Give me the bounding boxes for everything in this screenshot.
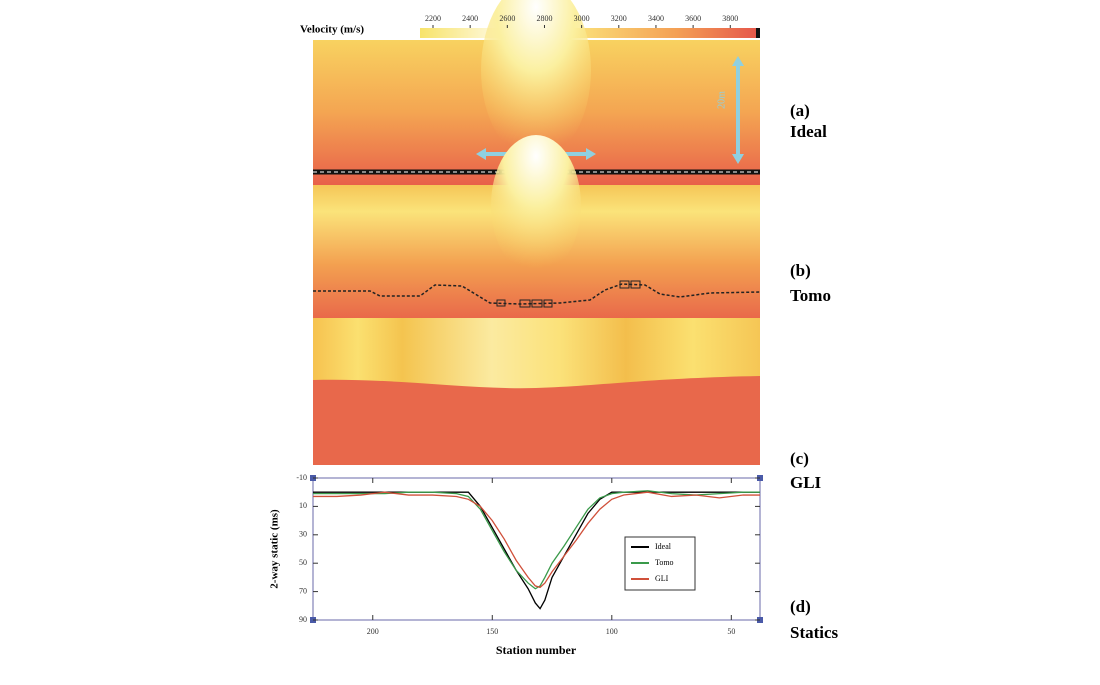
low-velocity-zone bbox=[481, 0, 591, 160]
panel-name: Ideal bbox=[790, 122, 827, 141]
colorbar-tick-label: 2400 bbox=[462, 14, 478, 23]
colorbar-tick-label: 3000 bbox=[574, 14, 590, 23]
series-line bbox=[313, 490, 760, 590]
x-tick-label: 150 bbox=[486, 627, 498, 636]
panel-letter: (d) bbox=[790, 597, 811, 616]
low-velocity-zone bbox=[491, 135, 581, 275]
panel-letter: (b) bbox=[790, 261, 811, 280]
y-tick-label: 90 bbox=[299, 615, 307, 624]
panel-letter: (c) bbox=[790, 449, 809, 468]
panel-name: Tomo bbox=[790, 286, 831, 305]
colorbar-tick-label: 3200 bbox=[611, 14, 627, 23]
colorbar-end bbox=[756, 28, 760, 38]
gli-layer bbox=[313, 376, 760, 465]
x-tick-label: 200 bbox=[367, 627, 379, 636]
legend-label: Tomo bbox=[655, 558, 674, 567]
x-tick-label: 100 bbox=[606, 627, 618, 636]
x-tick-label: 50 bbox=[727, 627, 735, 636]
datum-markers bbox=[496, 280, 641, 308]
x-axis-label: Station number bbox=[496, 643, 577, 657]
colorbar-tick-label: 2800 bbox=[536, 14, 552, 23]
y-tick-label: 50 bbox=[299, 558, 307, 567]
colorbar bbox=[420, 28, 760, 38]
colorbar-tick-label: 3600 bbox=[685, 14, 701, 23]
colorbar-tick-label: 3400 bbox=[648, 14, 664, 23]
legend-label: Ideal bbox=[655, 542, 672, 551]
y-tick-label: 70 bbox=[299, 586, 307, 595]
panel-name: Statics bbox=[790, 623, 839, 642]
colorbar-tick-label: 3800 bbox=[722, 14, 738, 23]
panel-name: GLI bbox=[790, 473, 822, 492]
colorbar-label: Velocity (m/s) bbox=[300, 24, 364, 36]
colorbar-tick-label: 2200 bbox=[425, 14, 441, 23]
y-tick-label: 10 bbox=[299, 501, 307, 510]
series-line bbox=[313, 491, 760, 589]
depth-annotation: 20m bbox=[716, 91, 727, 109]
y-tick-label: 30 bbox=[299, 530, 307, 539]
panel-letter: (a) bbox=[790, 101, 810, 120]
legend-label: GLI bbox=[655, 574, 669, 583]
y-tick-label: -10 bbox=[296, 473, 307, 482]
y-axis-label: 2-way static (ms) bbox=[269, 509, 281, 589]
tomo-datum bbox=[313, 283, 761, 305]
colorbar-tick-label: 2600 bbox=[499, 14, 515, 23]
